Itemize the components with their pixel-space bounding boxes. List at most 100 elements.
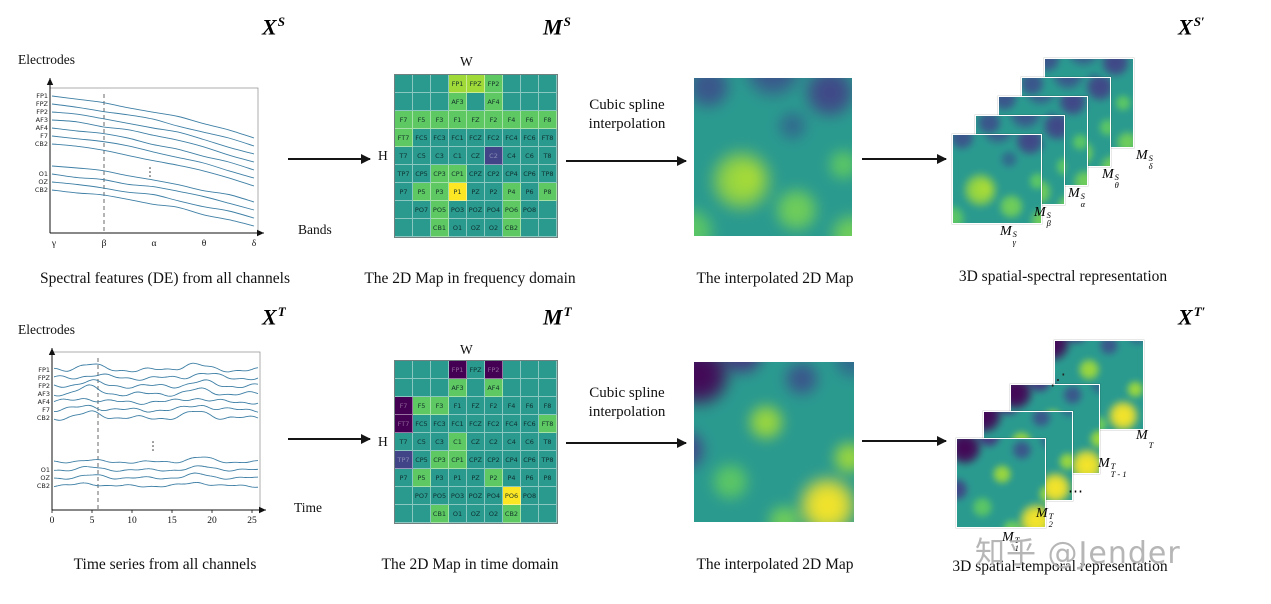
grid-cell [413,379,431,397]
grid-cell: F2 [485,397,503,415]
interpolated-map-2 [694,362,854,522]
time-2d-map: FP1 FPZ FP2 AF3 AF4 F7 F5 F3 F1 FZ F2 F4 F6 F8 FT7 FC5 F… [394,360,558,524]
grid-cell: PO3 [449,487,467,505]
stack-map [952,134,1042,224]
grid-cell: FP2 [485,75,503,93]
arrow-interp-to-stack-2 [862,436,947,445]
grid-cell: FC1 [449,415,467,433]
grid-cell: FT7 [395,415,413,433]
arrow-map-to-interp-2 [566,438,687,447]
grid-cell: P8 [539,183,557,201]
grid-cell [503,75,521,93]
grid-cell [539,75,557,93]
grid-cell [431,361,449,379]
grid-cell [395,487,413,505]
interpolated-map-1 [694,78,852,236]
electrodes-axis-label-spectral: Electrodes [18,52,75,67]
grid-cell: O1 [449,219,467,237]
grid-cell: F3 [431,111,449,129]
grid-cell: FC2 [485,129,503,147]
grid-cell: CP1 [449,451,467,469]
svg-text:FP2: FP2 [36,108,48,116]
grid-cell: CP1 [449,165,467,183]
stack-map-label: M T [1136,428,1154,450]
grid-cell [503,361,521,379]
symbol-m-s: MS [543,14,571,40]
grid-cell: P1 [449,469,467,487]
grid-cell [431,379,449,397]
grid-cell: P6 [521,469,539,487]
grid-cell: T7 [395,147,413,165]
grid-cell [431,93,449,111]
symbol-base: X [1178,304,1193,330]
grid-cell [431,75,449,93]
grid-cell: O2 [485,219,503,237]
grid-cell: PO5 [431,487,449,505]
width-label-2: W [460,342,473,357]
grid-cell [539,505,557,523]
grid-cell [539,361,557,379]
electrodes-axis-label-temporal: Electrodes [18,322,75,337]
grid-cell: C3 [431,147,449,165]
caption-time-map: The 2D Map in time domain [381,556,559,573]
grid-cell: CB2 [503,219,521,237]
grid-cell: CB2 [503,505,521,523]
caption-time-series: Time series from all channels [73,556,257,573]
grid-cell: FT8 [539,129,557,147]
time-axis-label: Time [294,500,323,515]
svg-text:25: 25 [247,516,257,526]
grid-cell: PO6 [503,487,521,505]
grid-cell: C1 [449,147,467,165]
grid-cell: P8 [539,469,557,487]
grid-cell: P1 [449,183,467,201]
svg-text:10: 10 [127,516,137,526]
caption-3d-spectral: 3D spatial-spectral representation [958,268,1168,285]
arrow-plot-to-map-2 [288,434,371,443]
grid-cell: P7 [395,469,413,487]
grid-cell [395,93,413,111]
grid-cell: F8 [539,397,557,415]
grid-cell: PO8 [521,487,539,505]
grid-cell: FT7 [395,129,413,147]
grid-cell: CZ [467,433,485,451]
svg-text:5: 5 [90,516,95,526]
grid-cell: F4 [503,397,521,415]
grid-cell: FC5 [413,415,431,433]
arrow-map-to-interp-1 [566,156,687,165]
grid-cell [539,201,557,219]
grid-cell: C4 [503,147,521,165]
svg-text:F7: F7 [40,132,48,140]
svg-text:FPZ: FPZ [36,100,49,108]
grid-cell: TP7 [395,451,413,469]
grid-cell: C2 [485,147,503,165]
grid-cell: CB1 [431,505,449,523]
grid-cell: C3 [431,433,449,451]
grid-cell [521,219,539,237]
grid-cell: C4 [503,433,521,451]
symbol-base: X [262,14,277,40]
grid-cell: FCZ [467,415,485,433]
bands-axis-label: Bands [298,222,332,237]
svg-text:δ: δ [252,239,257,249]
grid-cell: CB1 [431,219,449,237]
grid-cell: AF3 [449,93,467,111]
grid-cell: PO8 [521,201,539,219]
grid-cell: F1 [449,397,467,415]
grid-cell: F6 [521,397,539,415]
grid-cell: FC6 [521,129,539,147]
svg-text:AF4: AF4 [38,398,50,406]
grid-cell [521,379,539,397]
height-label-2: H [378,434,388,449]
grid-cell: AF3 [449,379,467,397]
symbol-base: X [1178,14,1193,40]
svg-text:CB2: CB2 [37,414,50,422]
grid-cell: TP7 [395,165,413,183]
